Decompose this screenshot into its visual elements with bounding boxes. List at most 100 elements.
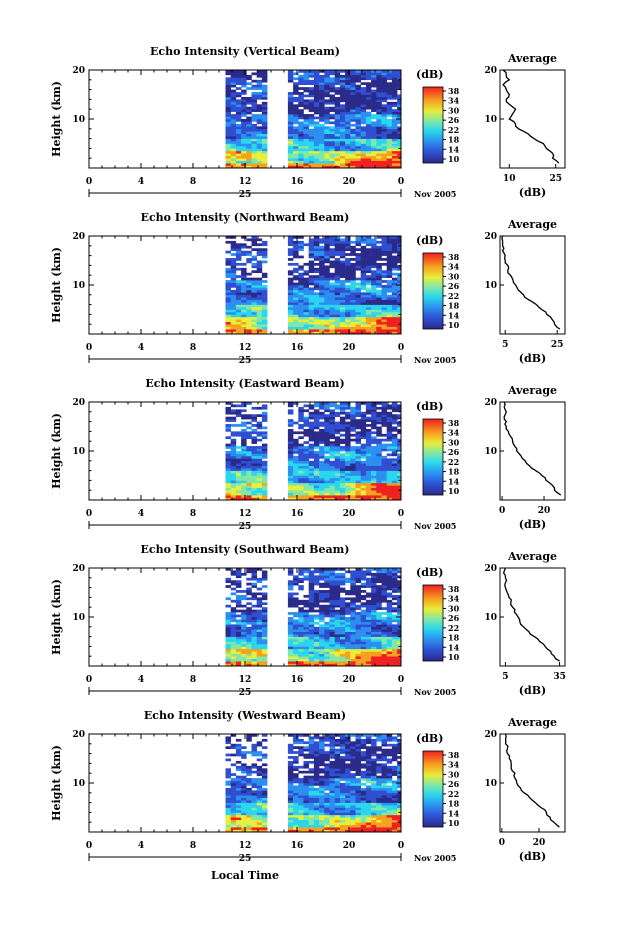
heatmap-cell [308, 621, 315, 625]
heatmap-cell [360, 492, 367, 496]
heatmap-cell [391, 133, 398, 137]
heatmap-cell [324, 416, 330, 420]
heatmap-cell [313, 258, 320, 261]
heatmap-cell [313, 421, 320, 425]
heatmap-cell [381, 292, 387, 296]
heatmap-cell [376, 441, 382, 444]
heatmap-cell [230, 607, 237, 610]
heatmap-cell [371, 448, 377, 452]
heatmap-cell [293, 599, 299, 603]
heatmap-cell [339, 89, 346, 93]
heatmap-cell [235, 106, 242, 110]
heatmap-cell [391, 289, 398, 293]
heatmap-cell [303, 424, 309, 427]
heatmap-cell [339, 238, 346, 242]
heatmap-cell [345, 289, 351, 293]
heatmap-cell [350, 419, 356, 422]
heatmap-cell [371, 656, 377, 659]
heatmap-cell [391, 243, 398, 247]
heatmap-cell [355, 321, 361, 325]
heatmap-cell [251, 331, 257, 335]
heatmap-cell [339, 463, 346, 466]
heatmap-cell [324, 497, 330, 501]
heatmap-cell [329, 262, 335, 266]
heatmap-cell [261, 607, 268, 610]
heatmap-cell [303, 458, 309, 462]
heatmap-cell [324, 451, 330, 454]
heatmap-cell [319, 155, 325, 159]
heatmap-cell [365, 433, 372, 437]
heatmap-cell [329, 636, 335, 640]
heatmap-cell [235, 802, 242, 806]
y-tick-label: 10 [72, 281, 85, 291]
heatmap-cell [339, 163, 346, 166]
heatmap-cell [225, 453, 231, 457]
heatmap-cell [334, 426, 341, 430]
heatmap-cell [225, 101, 231, 105]
heatmap-cell [386, 141, 393, 144]
heatmap-cell [241, 641, 247, 645]
heatmap-cell [386, 629, 393, 632]
heatmap-cell [293, 319, 299, 323]
heatmap-cell [287, 617, 294, 620]
heatmap-cell [313, 441, 320, 444]
heatmap-cell [308, 250, 315, 254]
heatmap-cell [376, 419, 382, 422]
heatmap-cells [225, 568, 402, 667]
heatmap-cell [308, 311, 315, 315]
heatmap-cell [246, 460, 252, 464]
heatmap-cell [246, 82, 252, 85]
heatmap-cell [397, 624, 402, 628]
heatmap-cell [386, 495, 393, 498]
heatmap-cell [345, 114, 351, 117]
heatmap-cell [251, 243, 257, 247]
heatmap-cell [391, 460, 398, 464]
heatmap-cell [230, 141, 237, 144]
heatmap-cell [397, 428, 402, 432]
heatmap-cell [381, 258, 387, 261]
heatmap-cell [319, 304, 325, 308]
heatmap-cell [360, 594, 367, 598]
heatmap-cell [355, 590, 361, 593]
heatmap-cell [308, 599, 315, 603]
heatmap-cell [381, 324, 387, 327]
heatmap-cell [246, 614, 252, 618]
heatmap-cell [256, 248, 263, 251]
heatmap-cell [365, 119, 372, 122]
heatmap-cell [246, 250, 252, 254]
heatmap-cell [324, 106, 330, 110]
heatmap-cell [241, 324, 247, 327]
heatmap-cell [256, 653, 263, 657]
heatmap-cell [381, 111, 387, 115]
heatmap-cell [391, 458, 398, 462]
heatmap-cell [235, 629, 242, 632]
heatmap-cell [329, 421, 335, 425]
heatmap-cell [246, 480, 252, 484]
heatmap-cell [355, 72, 361, 76]
heatmap-cell [371, 438, 377, 442]
heatmap-cell [319, 470, 325, 474]
heatmap-cell [334, 446, 341, 449]
heatmap-cell [339, 641, 346, 645]
heatmap-cell [261, 492, 268, 496]
heatmap-cell [324, 612, 330, 615]
heatmap-cell [345, 265, 351, 269]
heatmap-cell [329, 272, 335, 276]
heatmap-cell [391, 94, 398, 98]
heatmap-cell [308, 641, 315, 645]
heatmap-cell [303, 490, 309, 493]
heatmap-cell [355, 236, 361, 239]
heatmap-cell [391, 480, 398, 484]
heatmap-cell [355, 258, 361, 261]
heatmap-cell [360, 302, 367, 305]
heatmap-cell [391, 651, 398, 655]
heatmap-cell [293, 121, 299, 125]
heatmap-cell [287, 99, 294, 103]
heatmap-cell [230, 319, 237, 323]
heatmap-cell [313, 433, 320, 437]
heatmap-cell [334, 104, 341, 108]
heatmap-cell [235, 70, 242, 73]
heatmap-cell [334, 497, 341, 501]
heatmap-cell [287, 468, 294, 471]
heatmap-cell [345, 448, 351, 452]
